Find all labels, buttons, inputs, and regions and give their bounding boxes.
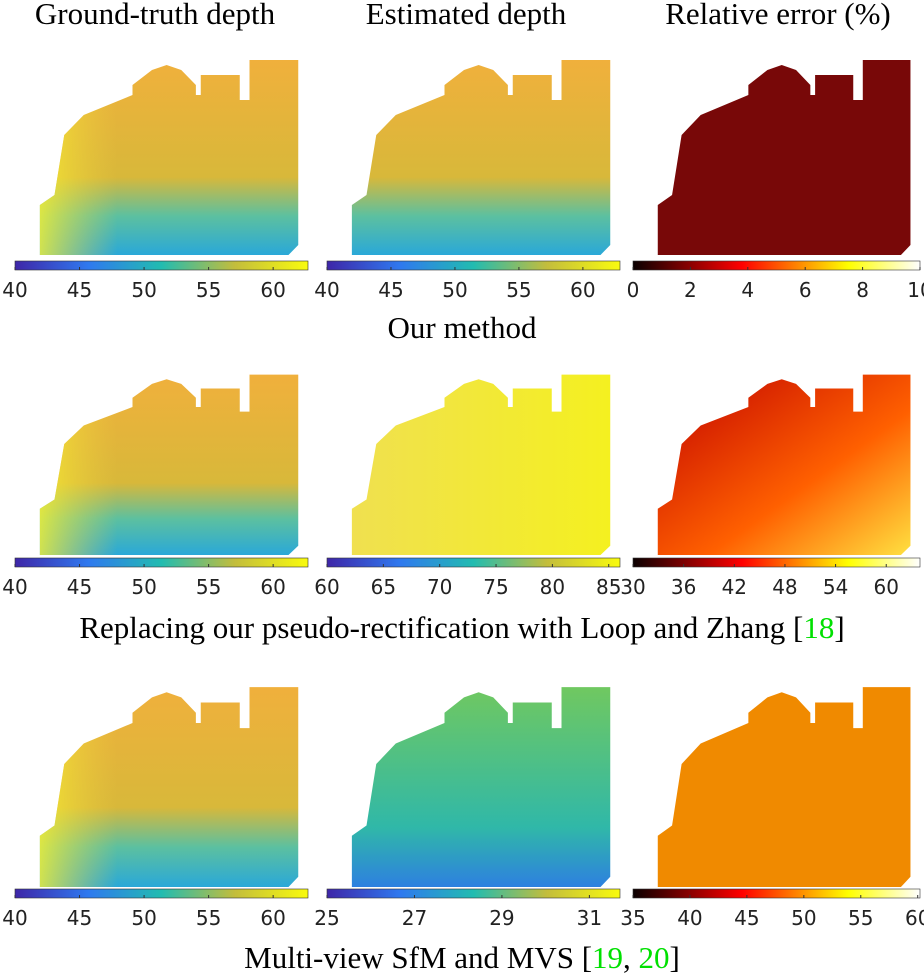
colorbar-tick-label: 40 bbox=[2, 278, 27, 302]
colorbar-tick-label: 55 bbox=[196, 278, 221, 302]
colorbar bbox=[14, 888, 309, 899]
colorbar-tick-label: 10 bbox=[907, 278, 924, 302]
colorbar-tick-label: 27 bbox=[402, 906, 427, 930]
colorbar bbox=[632, 888, 921, 899]
colorbar-tick-label: 60 bbox=[260, 278, 285, 302]
row-caption: Multi-view SfM and MVS [19, 20] bbox=[244, 940, 680, 975]
colorbar-tick-label: 50 bbox=[131, 906, 156, 930]
caption-text: ] bbox=[670, 940, 680, 975]
colorbar-tick-label: 50 bbox=[131, 575, 156, 599]
citation: 20 bbox=[639, 940, 670, 975]
colorbar-tick-label: 75 bbox=[483, 575, 508, 599]
image-panel-shade bbox=[39, 687, 299, 887]
column-header: Relative error (%) bbox=[665, 0, 891, 31]
colorbar-tick-label: 45 bbox=[378, 278, 403, 302]
colorbar-tick-label: 60 bbox=[260, 575, 285, 599]
colorbar bbox=[326, 888, 621, 899]
colorbar-tick-label: 60 bbox=[570, 278, 595, 302]
colorbar bbox=[14, 557, 309, 568]
colorbar bbox=[326, 557, 621, 568]
colorbar-tick-label: 55 bbox=[848, 906, 873, 930]
image-panel bbox=[657, 374, 911, 555]
colorbar-tick-label: 65 bbox=[371, 575, 396, 599]
colorbar-tick-label: 45 bbox=[67, 575, 92, 599]
column-header: Ground-truth depth bbox=[35, 0, 276, 31]
image-panel bbox=[351, 687, 611, 887]
colorbar-tick-label: 60 bbox=[905, 906, 924, 930]
column-header: Estimated depth bbox=[366, 0, 567, 31]
image-panel bbox=[657, 60, 911, 255]
caption-text: ] bbox=[834, 610, 844, 645]
colorbar-tick-label: 40 bbox=[2, 575, 27, 599]
citation: 19 bbox=[592, 940, 623, 975]
colorbar-tick-label: 0 bbox=[627, 278, 640, 302]
colorbar-tick-label: 50 bbox=[791, 906, 816, 930]
colorbar-tick-label: 8 bbox=[856, 278, 869, 302]
colorbar-tick-label: 36 bbox=[671, 575, 696, 599]
colorbar-tick-label: 29 bbox=[489, 906, 514, 930]
colorbar bbox=[632, 557, 921, 568]
image-panel-shade bbox=[39, 60, 299, 255]
colorbar-tick-label: 50 bbox=[442, 278, 467, 302]
colorbar-tick-label: 54 bbox=[823, 575, 848, 599]
colorbar-tick-label: 70 bbox=[427, 575, 452, 599]
image-panel-shade bbox=[39, 374, 299, 555]
colorbar bbox=[632, 260, 921, 271]
colorbar-tick-label: 48 bbox=[772, 575, 797, 599]
colorbar-tick-label: 40 bbox=[677, 906, 702, 930]
caption-text: , bbox=[623, 940, 639, 975]
colorbar-tick-label: 35 bbox=[620, 906, 645, 930]
colorbar bbox=[14, 260, 309, 271]
colorbar-tick-label: 42 bbox=[722, 575, 747, 599]
colorbar-tick-label: 55 bbox=[196, 906, 221, 930]
citation: 18 bbox=[803, 610, 834, 645]
colorbar-tick-label: 50 bbox=[131, 278, 156, 302]
colorbar-tick-label: 60 bbox=[314, 575, 339, 599]
colorbar-tick-label: 55 bbox=[506, 278, 531, 302]
image-panel bbox=[657, 687, 911, 887]
caption-text: Multi-view SfM and MVS [ bbox=[244, 940, 592, 975]
caption-text: Our method bbox=[388, 310, 537, 345]
colorbar-tick-label: 2 bbox=[684, 278, 697, 302]
colorbar-tick-label: 40 bbox=[2, 906, 27, 930]
colorbar-tick-label: 55 bbox=[196, 575, 221, 599]
image-panel bbox=[351, 60, 611, 255]
colorbar-tick-label: 60 bbox=[260, 906, 285, 930]
colorbar bbox=[326, 260, 621, 271]
colorbar-tick-label: 25 bbox=[314, 906, 339, 930]
colorbar-tick-label: 31 bbox=[577, 906, 602, 930]
colorbar-tick-label: 45 bbox=[734, 906, 759, 930]
row-caption: Replacing our pseudo-rectification with … bbox=[79, 610, 844, 645]
image-panel bbox=[351, 374, 611, 555]
colorbar-tick-label: 45 bbox=[67, 906, 92, 930]
colorbar-tick-label: 4 bbox=[741, 278, 754, 302]
colorbar-tick-label: 45 bbox=[67, 278, 92, 302]
colorbar-tick-label: 85 bbox=[596, 575, 621, 599]
colorbar-tick-label: 6 bbox=[799, 278, 812, 302]
colorbar-tick-label: 30 bbox=[620, 575, 645, 599]
caption-text: Replacing our pseudo-rectification with … bbox=[79, 610, 803, 645]
colorbar-tick-label: 40 bbox=[314, 278, 339, 302]
colorbar-tick-label: 80 bbox=[540, 575, 565, 599]
colorbar-tick-label: 60 bbox=[874, 575, 899, 599]
row-caption: Our method bbox=[388, 310, 537, 345]
